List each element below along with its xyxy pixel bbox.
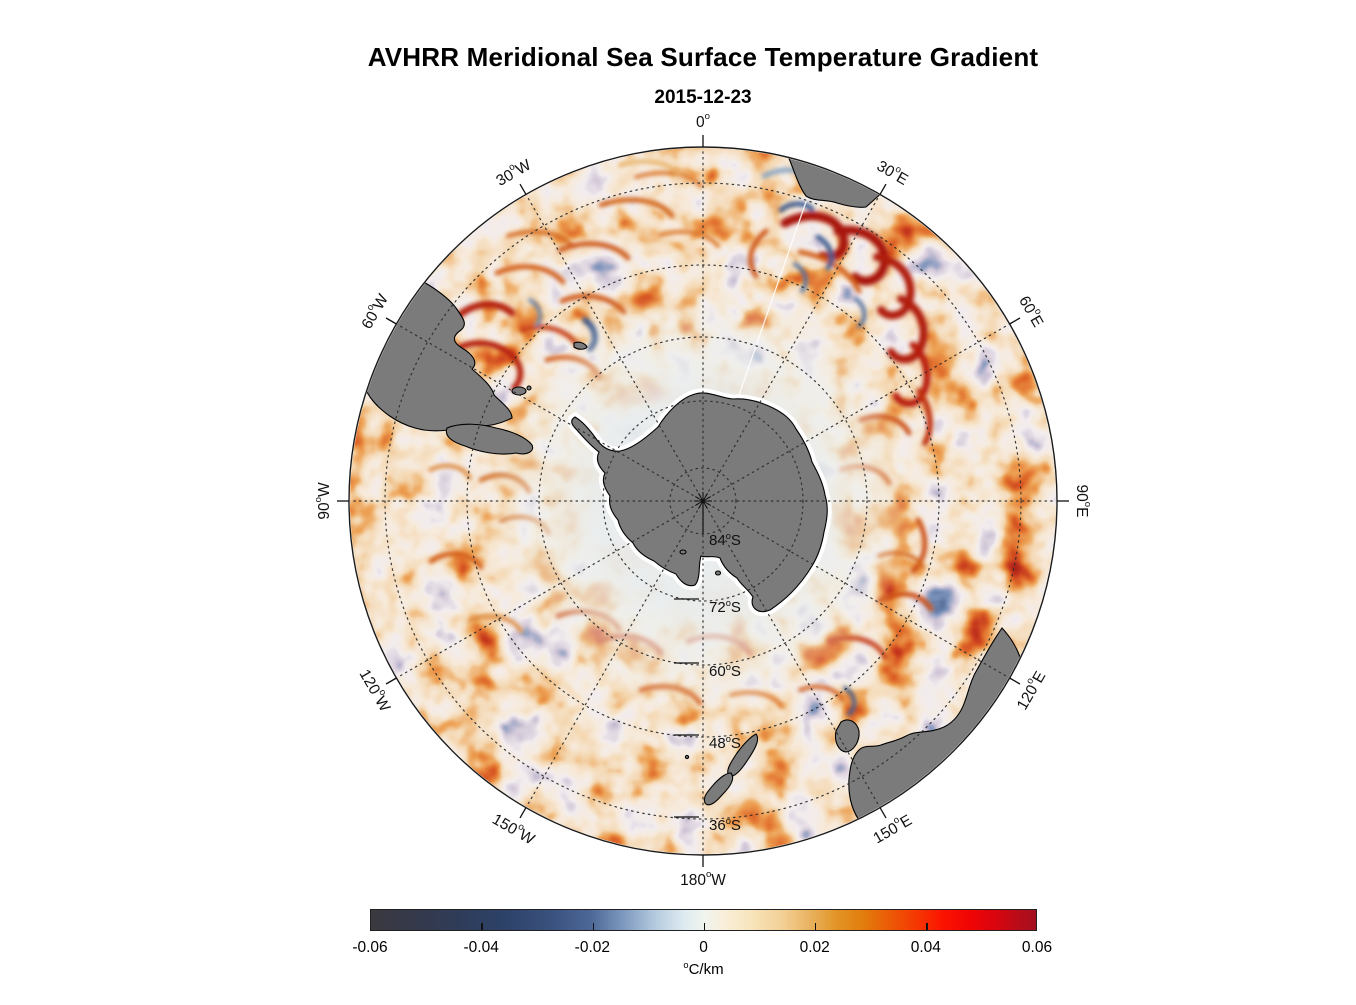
meridian-line-60W [395,323,704,502]
sst-gradient-field [350,148,1056,854]
longitude-label-60W: 60oW [356,289,392,332]
colorbar-gradient-bar [370,909,1037,931]
longitude-label-60E: 60oE [1016,291,1050,330]
falkland-islands [511,386,527,396]
colorbar-tickmark--0.02 [592,923,595,930]
meridian-line-150W [525,500,704,809]
colorbar-tickmark-0.04 [926,923,928,930]
latitude-label-48S: 48oS [709,734,741,752]
gradient-streak [506,229,576,249]
longitude-tick-60E [1009,317,1021,325]
meridian-line-120W [395,500,704,679]
longitude-label-120W: 120oW [356,665,396,715]
longitude-tick-120W [385,677,397,685]
longitude-label-30E: 30oE [874,155,913,189]
latitude-ticks [674,598,699,818]
longitude-label-180W: 180oW [680,869,726,889]
meridian-line-120E [702,500,1011,679]
gradient-streak [449,340,524,391]
latitude-label-36S: 36oS [709,816,741,834]
parallel-circle-72S [602,400,804,602]
gradient-streak [428,463,472,480]
gradient-streak [494,264,566,285]
tasmania [834,719,860,753]
longitude-label-90W: 90oW [313,482,333,520]
meridian-line-30W [525,193,704,502]
graticule [350,148,1056,854]
gradient-streak [793,262,808,293]
gradient-streak [618,159,680,175]
gradient-streak [815,234,834,271]
parallel-circle-60S [538,336,868,666]
antarctica [571,392,828,613]
gradient-streak [528,298,543,327]
latitude-label-60S: 60oS [709,662,741,680]
longitude-tick-60W [385,317,397,325]
colorbar-tickmark--0.04 [481,923,483,930]
gradient-streak [916,388,933,446]
falkland-islet [526,385,532,391]
gradient-streak [598,197,675,219]
longitude-tick-150E [879,807,887,819]
colorbar-ticklabel-0.02: 0.02 [799,939,830,956]
gradient-streak [748,228,769,279]
latitude-labels: 84oS 72oS 60oS 48oS 36oS [709,531,741,834]
small-island [684,754,690,760]
figure-title: AVHRR Meridional Sea Surface Temperature… [367,42,1039,72]
parallel-circle-48S [466,264,940,738]
gradient-streak [428,551,484,570]
meridian-line-150E [702,500,881,809]
gradient-streak [658,229,720,248]
colorbar-ticklabel-0.04: 0.04 [910,939,941,956]
gradient-streak [798,684,845,702]
colorbar-ticklabel--0.04: -0.04 [463,939,499,956]
longitude-label-150W: 150oW [489,808,539,848]
longitude-tick-120E [1009,677,1021,685]
ross-islet-1 [679,549,687,555]
colorbar-tickmark-0 [703,923,706,930]
gradient-streak [910,517,928,574]
parallel-circle-36S [384,182,1022,820]
colorbar-ticklabel--0.02: -0.02 [574,939,610,956]
longitude-label-150E: 150oE [869,809,915,847]
meridian-line-60E [702,323,1011,502]
gradient-streak [557,241,631,261]
pole-marker [694,492,712,534]
colorbar-ticklabel--0.06: -0.06 [352,939,388,956]
colorbar: -0.06 -0.04 -0.02 0 0.02 0.04 0.06 oC/km [352,909,1052,979]
gradient-streak [833,225,890,286]
gradient-streak [468,614,523,633]
longitude-ticks [337,135,1069,867]
new-zealand-south [703,772,734,806]
south-georgia-island [573,341,588,350]
gradient-streak [778,201,815,213]
figure-title-block: AVHRR Meridional Sea Surface Temperature… [50,42,1356,109]
tierra-del-fuego [445,423,534,455]
colorbar-unit-label: oC/km [683,960,724,978]
latitude-label-84S: 84oS [709,531,741,549]
gradient-streak [634,170,703,188]
figure-date-subtitle: 2015-12-23 [654,87,752,108]
longitude-label-90E: 90oE [1074,485,1094,518]
colorbar-tickmark-0.02 [814,923,817,930]
ross-islet-2 [714,570,722,576]
gradient-streak [452,300,516,322]
longitude-label-120E: 120oE [1011,667,1049,713]
longitude-tick-30E [879,183,887,195]
latitude-label-72S: 72oS [709,598,741,616]
gradient-streak [854,297,867,328]
gradient-streak [843,686,857,716]
colorbar-ticklabel-0: 0 [699,939,708,956]
longitude-label-0: 0o [696,111,710,131]
longitude-tick-150W [519,807,527,819]
gradient-streak [797,249,862,294]
colorbar-ticklabel-0.06: 0.06 [1021,939,1053,956]
longitude-tick-30W [519,183,527,195]
longitude-label-30W: 30oW [492,153,535,189]
meridian-line-30E [702,193,881,502]
